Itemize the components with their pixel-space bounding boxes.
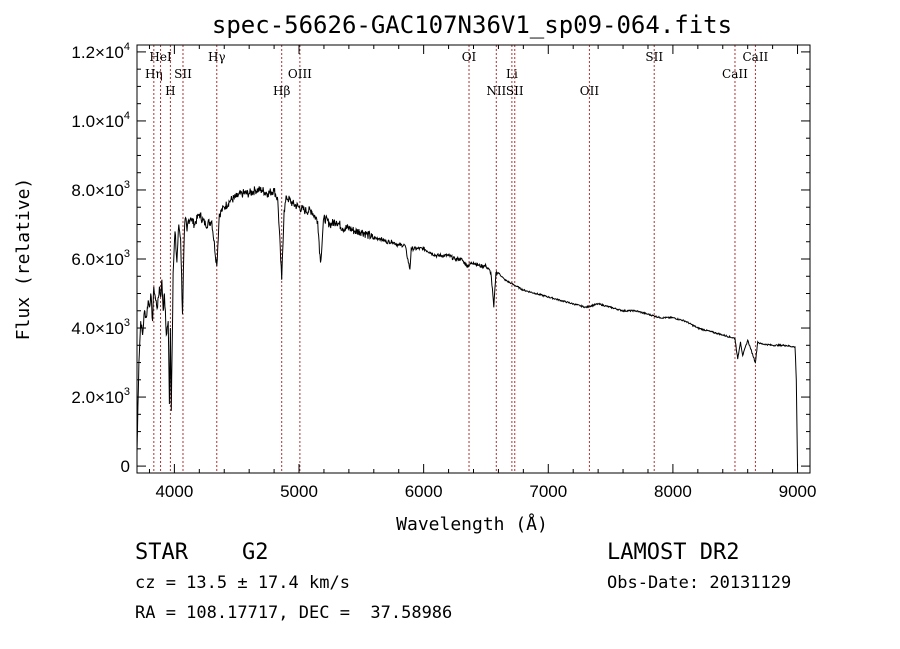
y-tick-label: 4.0×103 — [71, 317, 130, 338]
x-tick-label: 7000 — [529, 482, 567, 501]
spectral-line-label: OI — [462, 50, 477, 64]
x-tick-label: 8000 — [654, 482, 692, 501]
spectral-line-label: Hβ — [273, 84, 290, 98]
spectral-line-label: CaII — [722, 67, 748, 81]
object-class: STAR — [135, 540, 188, 565]
redshift-info: cz = 13.5 ± 17.4 km/s — [135, 573, 350, 593]
y-tick-label: 2.0×103 — [71, 386, 130, 407]
spectrum-series-line — [136, 186, 798, 467]
spectral-line-label: OIII — [288, 67, 312, 81]
spectral-line-label: HeI — [149, 50, 172, 64]
x-axis: 4000 5000 6000 7000 8000 9000 — [148, 45, 817, 501]
y-axis: 0 2.0×103 4.0×103 6.0×103 8.0×103 1.0×104 1.2×… — [71, 41, 810, 476]
y-tick-label: 1.0×104 — [71, 110, 130, 131]
spectral-line-label: SII — [645, 50, 663, 64]
x-tick-label: 5000 — [280, 482, 318, 501]
spectral-line-label: SII — [174, 67, 192, 81]
observation-date: Obs-Date: 20131129 — [607, 573, 792, 593]
x-tick-label: 4000 — [155, 482, 193, 501]
y-tick-label: 6.0×103 — [71, 248, 130, 269]
chart-title: spec-56626-GAC107N36V1_sp09-064.fits — [212, 11, 732, 39]
y-tick-label: 8.0×103 — [71, 179, 130, 200]
spectral-line-label: Hη — [145, 67, 163, 81]
spectral-line-label: NII — [486, 84, 506, 98]
spectral-line-label: OII — [580, 84, 600, 98]
coordinates: RA = 108.17717, DEC = 37.58986 — [135, 603, 453, 623]
x-tick-label: 6000 — [405, 482, 443, 501]
object-subclass: G2 — [242, 540, 269, 565]
spectral-line-label: SII — [506, 84, 524, 98]
x-tick-label: 9000 — [779, 482, 817, 501]
spectral-line-label: Hγ — [208, 50, 226, 64]
y-tick-label: 1.2×104 — [71, 41, 130, 62]
x-axis-label: Wavelength (Å) — [396, 513, 548, 535]
spectral-line-label: H — [165, 84, 175, 98]
y-axis-label: Flux (relative) — [13, 178, 34, 341]
survey-name: LAMOST DR2 — [607, 540, 740, 565]
spectral-line-label: CaII — [742, 50, 768, 64]
plot-frame — [136, 44, 811, 474]
y-tick-label: 0 — [121, 457, 130, 476]
spectral-line-label: Li — [506, 67, 518, 81]
